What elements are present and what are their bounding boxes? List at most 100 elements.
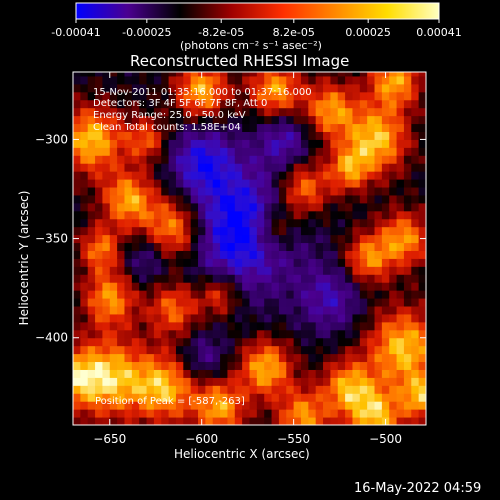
- heatmap-cell: [264, 385, 273, 394]
- heatmap-cell: [345, 321, 353, 331]
- heatmap-cell: [198, 194, 206, 204]
- heatmap-cell: [403, 234, 412, 244]
- heatmap-cell: [330, 306, 339, 315]
- heatmap-cell: [161, 147, 170, 156]
- heatmap-cell: [396, 131, 405, 140]
- heatmap-cell: [315, 242, 324, 251]
- heatmap-cell: [139, 83, 148, 93]
- heatmap-cell: [109, 99, 118, 109]
- heatmap-cell: [212, 274, 221, 283]
- heatmap-cell: [220, 155, 228, 164]
- heatmap-cell: [300, 274, 309, 283]
- heatmap-cell: [139, 131, 148, 140]
- heatmap-cell: [308, 385, 317, 394]
- heatmap-cell: [117, 385, 125, 394]
- heatmap-cell: [161, 139, 170, 148]
- heatmap-cell: [286, 115, 295, 125]
- heatmap-cell: [293, 107, 302, 117]
- heatmap-cell: [73, 290, 81, 299]
- heatmap-cell: [249, 369, 258, 378]
- heatmap-cell: [73, 83, 81, 93]
- heatmap-cell: [323, 345, 331, 355]
- heatmap-cell: [315, 163, 324, 172]
- heatmap-cell: [190, 313, 199, 323]
- heatmap-cell: [227, 218, 236, 228]
- heatmap-cell: [264, 218, 273, 228]
- heatmap-cell: [411, 369, 420, 378]
- heatmap-cell: [95, 385, 103, 394]
- heatmap-cell: [300, 393, 309, 402]
- heatmap-cell: [337, 123, 346, 132]
- heatmap-cell: [308, 282, 317, 291]
- heatmap-cell: [367, 321, 376, 331]
- heatmap-cell: [389, 194, 398, 204]
- heatmap-cell: [131, 266, 140, 275]
- heatmap-cell: [175, 361, 184, 370]
- heatmap-cell: [234, 385, 243, 394]
- heatmap-cell: [183, 139, 192, 148]
- heatmap-cell: [359, 282, 368, 291]
- heatmap-cell: [315, 210, 324, 220]
- heatmap-cell: [109, 171, 118, 180]
- y-tick-label: −300: [35, 132, 68, 146]
- heatmap-cell: [256, 187, 265, 196]
- heatmap-cell: [256, 226, 265, 236]
- heatmap-cell: [352, 409, 361, 418]
- heatmap-cell: [87, 202, 96, 212]
- heatmap-cell: [293, 234, 302, 244]
- heatmap-cell: [183, 179, 192, 188]
- heatmap-cell: [389, 337, 398, 347]
- heatmap-cell: [256, 75, 265, 85]
- heatmap-cell: [205, 385, 214, 394]
- heatmap-cell: [153, 258, 162, 267]
- heatmap-cell: [190, 409, 199, 418]
- heatmap-cell: [234, 218, 243, 228]
- heatmap-cell: [249, 337, 258, 347]
- heatmap-cell: [124, 377, 133, 386]
- heatmap-cell: [359, 258, 368, 267]
- heatmap-cell: [323, 155, 331, 164]
- heatmap-cell: [381, 147, 390, 156]
- heatmap-cell: [367, 250, 376, 259]
- heatmap-cell: [249, 250, 258, 259]
- heatmap-cell: [73, 393, 81, 402]
- heatmap-cell: [109, 83, 118, 93]
- heatmap-cell: [389, 274, 398, 283]
- heatmap-cell: [227, 194, 236, 204]
- heatmap-cell: [205, 91, 214, 101]
- heatmap-cell: [131, 242, 140, 251]
- heatmap-cell: [102, 83, 111, 93]
- heatmap-cell: [198, 282, 206, 291]
- heatmap-cell: [131, 91, 140, 101]
- heatmap-cell: [300, 377, 309, 386]
- heatmap-cell: [293, 337, 302, 347]
- heatmap-cell: [146, 274, 155, 283]
- heatmap-cell: [80, 123, 89, 132]
- heatmap-cell: [359, 393, 368, 402]
- heatmap-cell: [396, 329, 405, 339]
- heatmap-cell: [205, 306, 214, 315]
- heatmap-cell: [153, 226, 162, 236]
- heatmap-cell: [293, 417, 302, 425]
- heatmap-cell: [330, 417, 339, 425]
- heatmap-cell: [352, 290, 361, 299]
- heatmap-cell: [234, 290, 243, 299]
- heatmap-cell: [396, 313, 405, 323]
- heatmap-cell: [264, 258, 273, 267]
- heatmap-cell: [403, 194, 412, 204]
- heatmap-cell: [249, 329, 258, 339]
- heatmap-cell: [139, 123, 148, 132]
- heatmap-cell: [403, 147, 412, 156]
- heatmap-cell: [242, 171, 250, 180]
- heatmap-cell: [308, 91, 317, 101]
- heatmap-cell: [205, 218, 214, 228]
- heatmap-cell: [367, 83, 376, 93]
- heatmap-cell: [146, 401, 155, 410]
- heatmap-cell: [242, 393, 250, 402]
- heatmap-cell: [109, 266, 118, 275]
- heatmap-cell: [117, 234, 125, 244]
- heatmap-cell: [124, 353, 133, 363]
- heatmap-cell: [256, 258, 265, 267]
- heatmap-cell: [293, 210, 302, 220]
- heatmap-cell: [381, 202, 390, 212]
